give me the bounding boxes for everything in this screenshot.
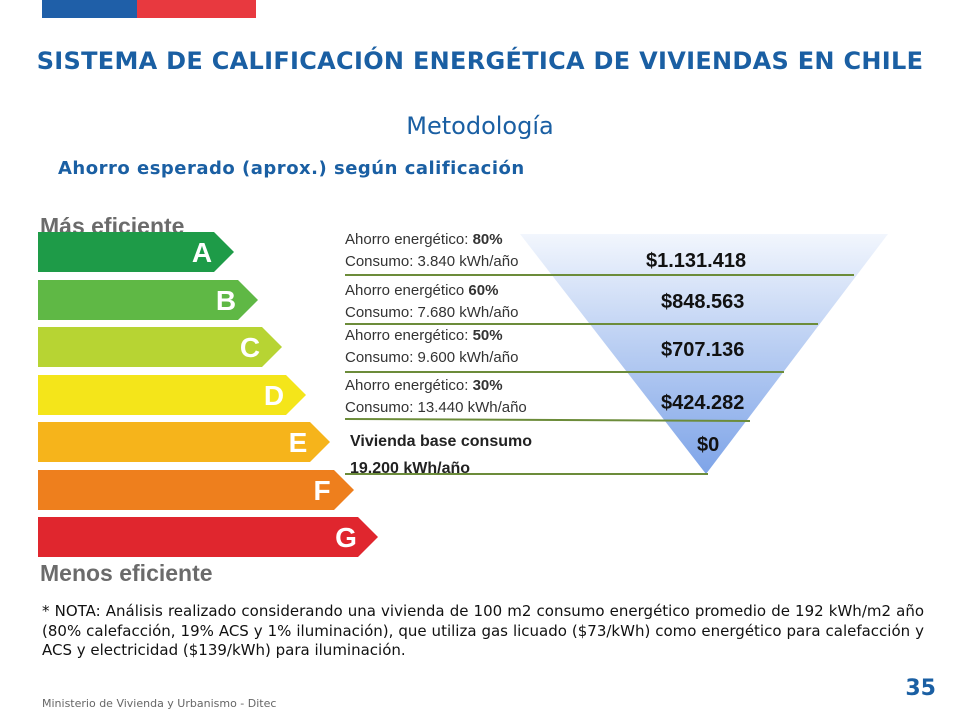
rating-g: G bbox=[38, 517, 382, 557]
flag-blue-segment bbox=[42, 0, 137, 18]
flag-red-segment bbox=[137, 0, 256, 18]
rating-bar bbox=[38, 232, 234, 272]
rating-letter: C bbox=[240, 332, 260, 363]
step-divider bbox=[344, 418, 751, 422]
savings-amount-d: $424.282 bbox=[661, 392, 745, 414]
rating-bar bbox=[38, 517, 378, 557]
rating-letter: D bbox=[264, 380, 284, 411]
rating-f: F bbox=[38, 469, 358, 510]
rating-b: B bbox=[38, 279, 262, 320]
rating-bar bbox=[38, 279, 258, 320]
rating-d: D bbox=[38, 374, 310, 415]
step-3-text: Ahorro energético: 50% Consumo: 9.600 kW… bbox=[345, 327, 519, 366]
rating-c: C bbox=[38, 327, 286, 367]
footer-ministry: Ministerio de Vivienda y Urbanismo - Dit… bbox=[42, 697, 277, 710]
savings-amount-c: $707.136 bbox=[661, 339, 745, 361]
savings-amount-base: $0 bbox=[697, 434, 720, 456]
step-4-text: Ahorro energético: 30% Consumo: 13.440 k… bbox=[345, 377, 527, 416]
flag-bar bbox=[42, 0, 256, 18]
page-subtitle: Metodología bbox=[406, 112, 554, 140]
rating-e: E bbox=[38, 422, 334, 462]
section-title: Ahorro esperado (aprox.) según calificac… bbox=[58, 158, 525, 179]
funnel-shape bbox=[520, 234, 888, 474]
base-housing-text: Vivienda base consumo 19.200 kWh/año bbox=[350, 433, 532, 477]
rating-bar bbox=[38, 374, 306, 415]
rating-a: A bbox=[38, 232, 238, 272]
step-2-text: Ahorro energético 60% Consumo: 7.680 kWh… bbox=[345, 282, 519, 321]
rating-letter: A bbox=[192, 237, 212, 268]
savings-amount-b: $848.563 bbox=[661, 291, 745, 313]
rating-bar bbox=[38, 422, 330, 462]
page-number: 35 bbox=[905, 676, 936, 701]
rating-letter: F bbox=[313, 475, 330, 506]
footnote: * NOTA: Análisis realizado considerando … bbox=[42, 602, 924, 659]
rating-bar bbox=[38, 327, 282, 367]
scale-bottom-label: Menos eficiente bbox=[40, 560, 213, 586]
rating-letter: B bbox=[216, 285, 236, 316]
step-1-text: Ahorro energético: 80% Consumo: 3.840 kW… bbox=[345, 231, 519, 270]
rating-letter: E bbox=[289, 427, 308, 458]
page-title: SISTEMA DE CALIFICACIÓN ENERGÉTICA DE VI… bbox=[36, 47, 924, 75]
savings-amount-a: $1.131.418 bbox=[646, 250, 747, 272]
rating-letter: G bbox=[335, 522, 357, 553]
rating-bar bbox=[38, 469, 354, 510]
